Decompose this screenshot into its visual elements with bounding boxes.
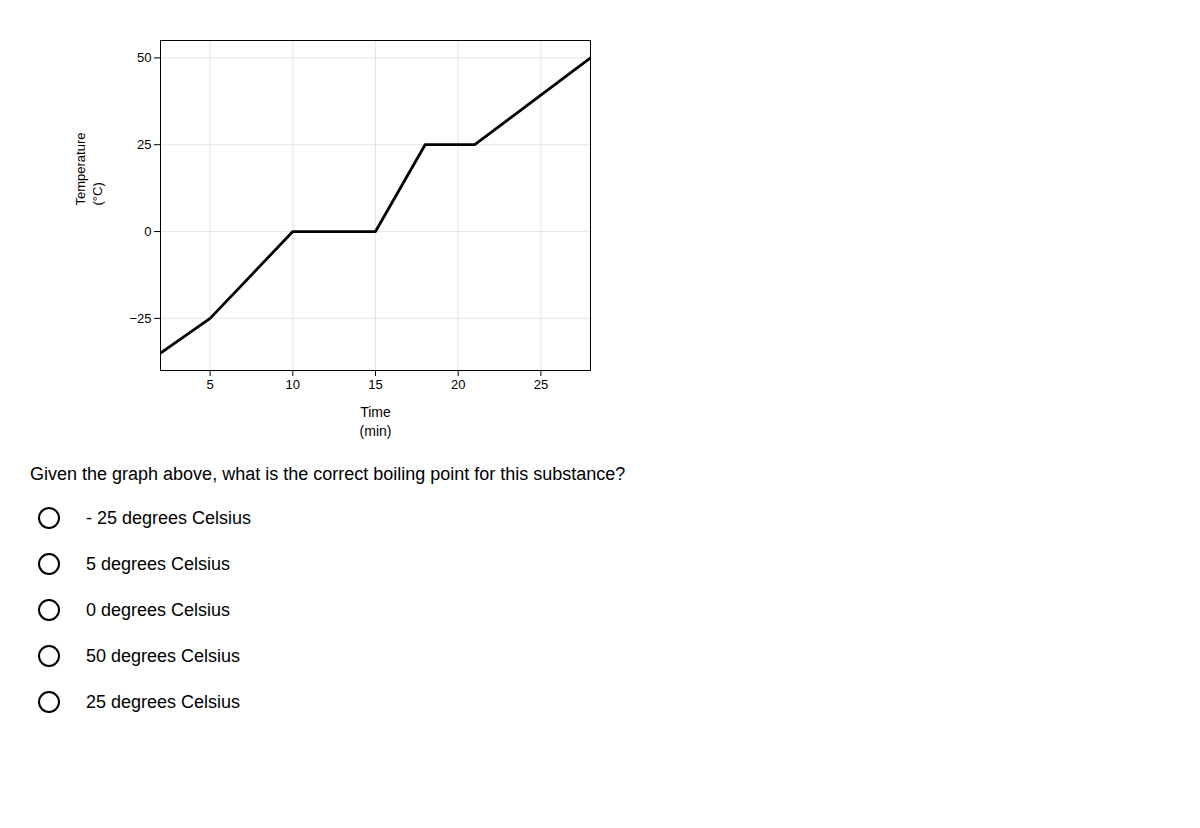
html-text:25 degrees Celsius: 25 degrees Celsius [86, 691, 241, 712]
svg-text:25: 25 [534, 377, 548, 392]
html-text:- 25 degrees Celsius: - 25 degrees Celsius [86, 507, 252, 528]
html-text:Given the graph above, what is: Given the graph above, what is the corre… [30, 464, 626, 484]
svg-text:−25: −25 [129, 311, 151, 326]
html-text:5 degrees Celsius: 5 degrees Celsius [86, 553, 231, 574]
svg-text:0: 0 [144, 224, 151, 239]
svg-text:5: 5 [206, 377, 213, 392]
html-text:50 degrees Celsius: 50 degrees Celsius [86, 645, 241, 666]
svg-text:10: 10 [286, 377, 300, 392]
svg-text:Time(min): Time(min) [360, 404, 392, 438]
html-text:0 degrees Celsius: 0 degrees Celsius [86, 599, 231, 620]
svg-text:50: 50 [137, 50, 151, 65]
svg-text:15: 15 [368, 377, 382, 392]
svg-text:20: 20 [451, 377, 465, 392]
svg-text:25: 25 [137, 137, 151, 152]
svg-text:Temperature(°C): Temperature(°C) [73, 133, 105, 206]
